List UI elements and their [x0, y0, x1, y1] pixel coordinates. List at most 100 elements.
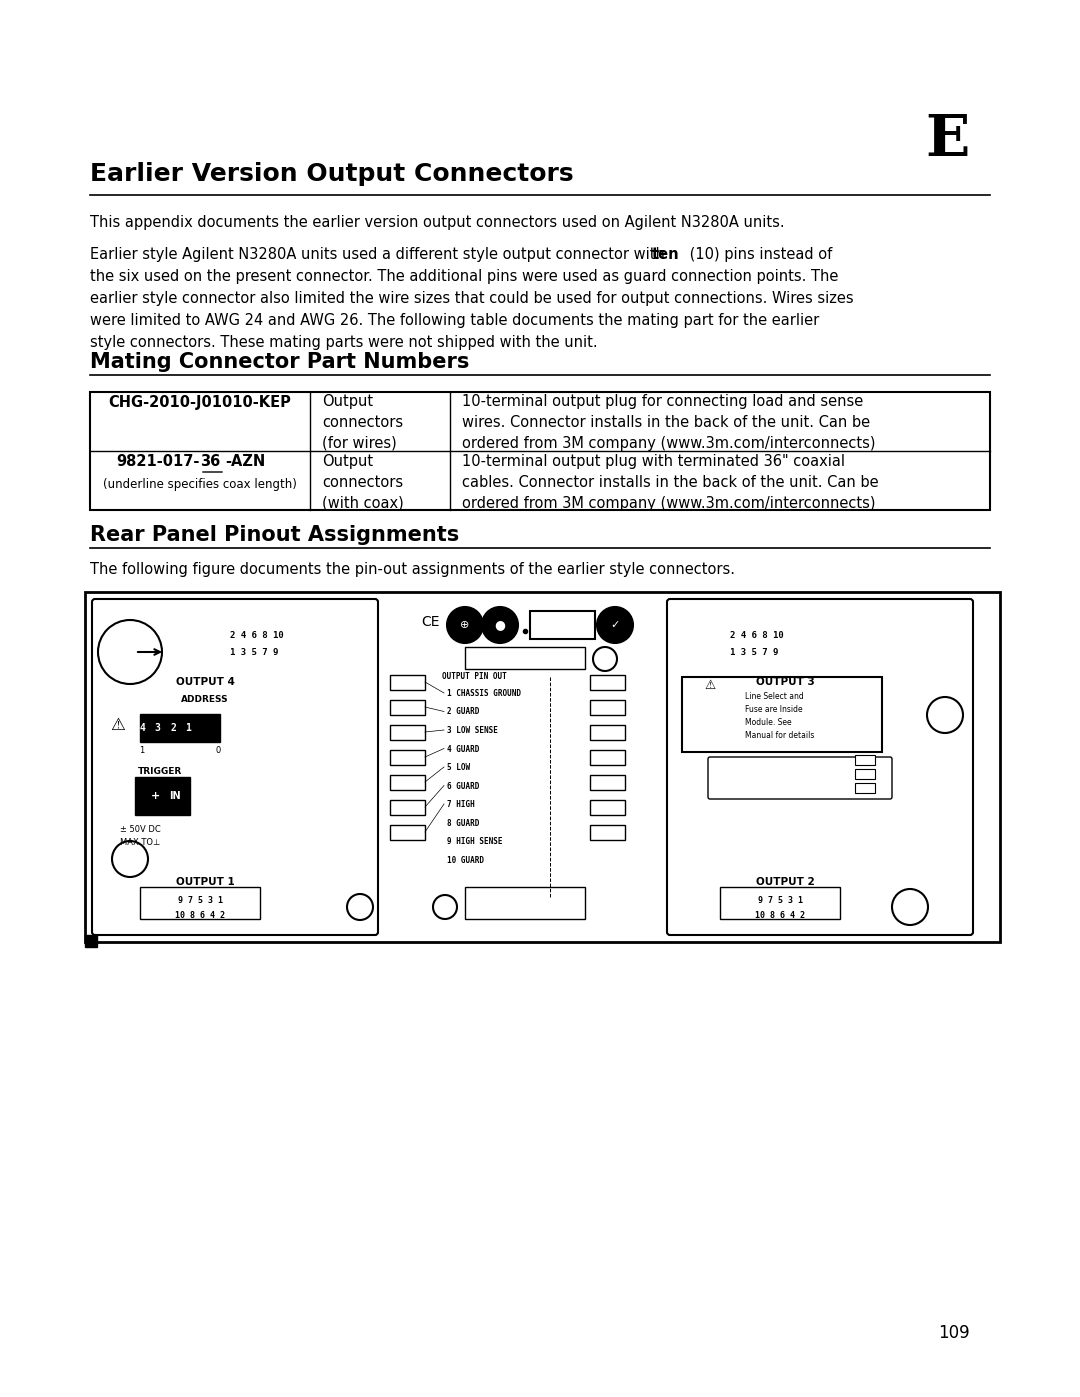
- Circle shape: [98, 620, 162, 685]
- Bar: [855, 768, 875, 780]
- Text: Mating Connector Part Numbers: Mating Connector Part Numbers: [90, 352, 470, 372]
- Text: Earlier Version Output Connectors: Earlier Version Output Connectors: [90, 162, 573, 186]
- Circle shape: [597, 608, 633, 643]
- Text: 4: 4: [139, 724, 145, 733]
- Text: Manual for details: Manual for details: [745, 731, 814, 740]
- Bar: [590, 750, 625, 766]
- Text: 2 4 6 8 10: 2 4 6 8 10: [230, 630, 284, 640]
- Bar: [590, 675, 625, 690]
- Text: TRIGGER: TRIGGER: [138, 767, 183, 775]
- Text: CHG-2010-J01010-KEP: CHG-2010-J01010-KEP: [109, 395, 292, 409]
- Text: ⚠: ⚠: [110, 717, 125, 733]
- Bar: [681, 678, 882, 752]
- Text: OUTPUT 3: OUTPUT 3: [756, 678, 814, 687]
- Text: IN: IN: [170, 791, 180, 800]
- Text: ADDRESS: ADDRESS: [181, 694, 229, 704]
- Text: 36: 36: [200, 454, 220, 469]
- Text: ten: ten: [652, 247, 679, 263]
- Text: OUTPUT 1: OUTPUT 1: [176, 877, 234, 887]
- Text: 2 GUARD: 2 GUARD: [447, 707, 480, 717]
- Text: This appendix documents the earlier version output connectors used on Agilent N3: This appendix documents the earlier vers…: [90, 215, 785, 231]
- Text: 4 GUARD: 4 GUARD: [447, 745, 480, 753]
- Text: 0: 0: [201, 724, 207, 733]
- Text: OUTPUT PIN OUT: OUTPUT PIN OUT: [442, 672, 507, 680]
- Text: Module. See: Module. See: [745, 718, 792, 726]
- Text: 9821-017-: 9821-017-: [117, 454, 200, 469]
- Text: 9 7 5 3 1: 9 7 5 3 1: [177, 895, 222, 904]
- Circle shape: [112, 841, 148, 877]
- Text: 6 GUARD: 6 GUARD: [447, 781, 480, 791]
- Text: The following figure documents the pin-out assignments of the earlier style conn: The following figure documents the pin-o…: [90, 562, 735, 577]
- Text: ± 50V DC: ± 50V DC: [120, 826, 160, 834]
- Bar: [590, 700, 625, 715]
- Text: 1 CHASSIS GROUND: 1 CHASSIS GROUND: [447, 689, 521, 698]
- Bar: [390, 800, 426, 814]
- Bar: [465, 647, 585, 669]
- Text: OUTPUT 2: OUTPUT 2: [756, 877, 814, 887]
- FancyBboxPatch shape: [708, 757, 892, 799]
- Text: 1: 1: [186, 724, 191, 733]
- Text: 2: 2: [170, 724, 176, 733]
- Bar: [140, 714, 220, 742]
- Circle shape: [447, 608, 483, 643]
- Text: E: E: [926, 112, 970, 168]
- Text: Fuse are Inside: Fuse are Inside: [745, 705, 802, 714]
- Bar: [590, 800, 625, 814]
- Text: +: +: [150, 791, 160, 800]
- Text: 8 GUARD: 8 GUARD: [447, 819, 480, 827]
- Text: (underline specifies coax length): (underline specifies coax length): [103, 478, 297, 490]
- Bar: [135, 777, 190, 814]
- Text: 7 HIGH: 7 HIGH: [447, 800, 475, 809]
- Text: 109: 109: [939, 1324, 970, 1343]
- Circle shape: [347, 894, 373, 921]
- Text: 1 3 5 7 9: 1 3 5 7 9: [730, 647, 779, 657]
- Text: 9 7 5 3 1: 9 7 5 3 1: [757, 895, 802, 904]
- Bar: [390, 725, 426, 740]
- Text: OUTPUT 4: OUTPUT 4: [176, 678, 234, 687]
- Bar: [390, 775, 426, 789]
- Text: 9 HIGH SENSE: 9 HIGH SENSE: [447, 837, 502, 847]
- Text: 1 3 5 7 9: 1 3 5 7 9: [230, 647, 279, 657]
- Text: ⚠: ⚠: [704, 679, 716, 692]
- Text: ●: ●: [495, 619, 505, 631]
- Text: Rear Panel Pinout Assignments: Rear Panel Pinout Assignments: [90, 525, 459, 545]
- Text: earlier style connector also limited the wire sizes that could be used for outpu: earlier style connector also limited the…: [90, 291, 853, 306]
- Text: 5 LOW: 5 LOW: [447, 763, 470, 773]
- Text: 2 4 6 8 10: 2 4 6 8 10: [730, 630, 784, 640]
- Text: -AZN: -AZN: [225, 454, 266, 469]
- Text: 1: 1: [139, 746, 145, 754]
- Bar: [140, 887, 260, 919]
- Text: 3 LOW SENSE: 3 LOW SENSE: [447, 726, 498, 735]
- Bar: [590, 725, 625, 740]
- Bar: [390, 675, 426, 690]
- Bar: [90, 393, 990, 510]
- Text: (10) pins instead of: (10) pins instead of: [685, 247, 833, 263]
- Circle shape: [433, 895, 457, 919]
- Bar: [85, 592, 1000, 942]
- Text: 10-terminal output plug for connecting load and sense
wires. Connector installs : 10-terminal output plug for connecting l…: [462, 394, 876, 451]
- Circle shape: [482, 608, 518, 643]
- Circle shape: [593, 647, 617, 671]
- Text: 10 8 6 4 2: 10 8 6 4 2: [755, 911, 805, 919]
- Bar: [465, 887, 585, 919]
- Bar: [390, 826, 426, 840]
- Text: 10 GUARD: 10 GUARD: [447, 855, 484, 865]
- Text: 10 8 6 4 2: 10 8 6 4 2: [175, 911, 225, 919]
- Text: Output
connectors
(for wires): Output connectors (for wires): [322, 394, 403, 451]
- Bar: [85, 935, 97, 947]
- FancyBboxPatch shape: [92, 599, 378, 935]
- Text: the six used on the present connector. The additional pins were used as guard co: the six used on the present connector. T…: [90, 270, 838, 284]
- Bar: [855, 754, 875, 766]
- Bar: [720, 887, 840, 919]
- Text: Earlier style Agilent N3280A units used a different style output connector with: Earlier style Agilent N3280A units used …: [90, 247, 670, 263]
- Bar: [390, 700, 426, 715]
- Text: Line Select and: Line Select and: [745, 692, 804, 701]
- Text: CE: CE: [421, 615, 440, 629]
- Text: MAX TO⊥: MAX TO⊥: [120, 838, 160, 847]
- Bar: [590, 826, 625, 840]
- Text: Output
connectors
(with coax): Output connectors (with coax): [322, 454, 404, 511]
- Circle shape: [927, 697, 963, 733]
- Text: 3: 3: [154, 724, 161, 733]
- Bar: [390, 750, 426, 766]
- Text: 0: 0: [215, 746, 220, 754]
